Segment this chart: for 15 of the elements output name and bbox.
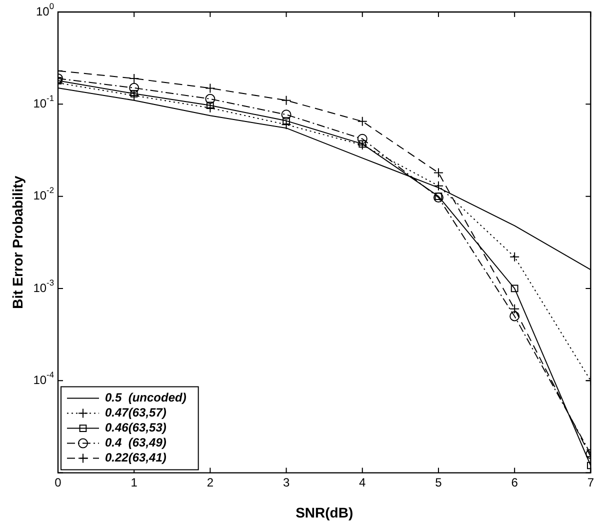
legend-label: 0.5 (uncoded) — [105, 390, 186, 405]
legend-label: 0.22(63,41) — [105, 450, 166, 465]
x-tick-label: 6 — [511, 475, 518, 490]
x-tick-label: 0 — [54, 475, 62, 490]
legend-label: 0.4 (63,49) — [105, 436, 166, 450]
x-tick-label: 7 — [587, 475, 594, 490]
x-tick-label: 1 — [130, 475, 138, 490]
y-axis-title: Bit Error Probability — [9, 176, 26, 309]
x-tick-label: 4 — [359, 475, 366, 490]
x-axis-title: SNR(dB) — [296, 504, 354, 520]
legend-label: 0.46(63,53) — [105, 420, 166, 435]
x-tick-label: 2 — [206, 475, 214, 490]
x-tick-label: 3 — [282, 475, 290, 490]
x-tick-label: 5 — [435, 475, 442, 490]
legend-label: 0.47(63,57) — [105, 406, 166, 420]
